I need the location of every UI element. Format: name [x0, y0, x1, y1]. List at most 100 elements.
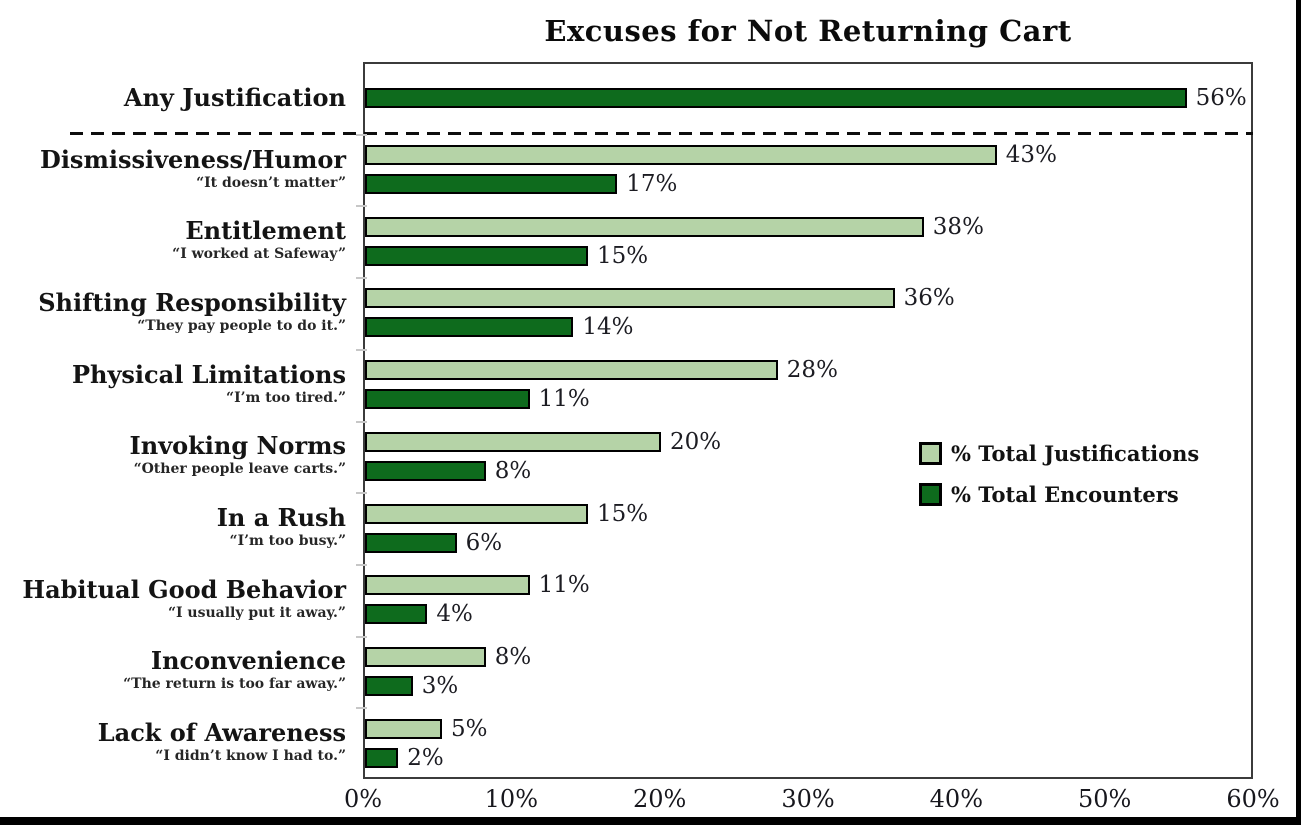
encounters-bar [365, 245, 588, 266]
category-separator-dashed-line [70, 132, 1253, 135]
bar-value-label: 38% [932, 213, 984, 240]
encounters-bar-line: 3% [365, 672, 1301, 699]
y-axis-group-tick [356, 277, 367, 280]
legend-swatch-light-green [919, 442, 942, 465]
chart-row: Dismissiveness/Humor “It doesn’t matter” 4… [0, 134, 1301, 206]
justifications-bar [365, 431, 661, 452]
bar-value-label: 5% [450, 715, 488, 742]
bar-group: 38% 15% [355, 213, 1301, 269]
legend-label: % Total Justifications [951, 441, 1200, 466]
category-quote: “I worked at Safeway” [172, 246, 346, 263]
category-name: Physical Limitations [71, 359, 346, 389]
bar-value-label: 20% [669, 428, 722, 455]
encounters-bar [365, 174, 618, 195]
chart-row: Shifting Responsibility “They pay people … [0, 277, 1301, 349]
chart-row: Entitlement “I worked at Safeway” 38% 15% [0, 205, 1301, 277]
bar-value-label: 11% [538, 572, 590, 599]
chart-row: Lack of Awareness “I didn’t know I had to… [0, 707, 1301, 779]
encounters-bar [365, 87, 1187, 108]
justifications-bar [365, 288, 895, 309]
justifications-bar-line: 15% [365, 500, 1301, 527]
bar-value-label: 2% [407, 744, 444, 771]
screenshot-black-border-right [1296, 0, 1301, 825]
justifications-bar [365, 718, 442, 739]
encounters-bar [365, 675, 413, 696]
chart-row: Invoking Norms “Other people leave carts.… [0, 421, 1301, 493]
y-axis-group-tick [356, 635, 367, 638]
category-label-block: Invoking Norms “Other people leave carts.… [0, 433, 355, 479]
bar-value-label: 36% [903, 285, 955, 312]
chart-row: Habitual Good Behavior “I usually put it … [0, 564, 1301, 636]
bar-group: 20% 8% [355, 428, 1301, 482]
chart-row: Inconvenience “The return is too far away… [0, 636, 1301, 708]
bar-value-label: 15% [597, 242, 649, 269]
bar-value-label: 56% [1195, 84, 1247, 111]
category-name: Invoking Norms [129, 431, 346, 461]
justifications-bar-line: 38% [365, 213, 1301, 240]
category-name: Habitual Good Behavior [22, 574, 346, 604]
bar-value-label: 15% [597, 500, 649, 527]
category-label-block: Habitual Good Behavior “I usually put it … [0, 574, 355, 623]
category-name: Inconvenience [150, 646, 346, 676]
encounters-bar-line: 17% [365, 171, 1301, 198]
bar-group: 36% 14% [355, 285, 1301, 339]
x-axis-tick-labels: 0% 10% 20% 30% 40% 50% 60% [344, 785, 1280, 817]
category-name: Lack of Awareness [97, 718, 346, 748]
category-label-block: Shifting Responsibility “They pay people … [0, 289, 355, 336]
y-axis-group-tick [356, 563, 367, 566]
legend-item-encounters: % Total Encounters [919, 482, 1199, 507]
y-axis-group-tick [356, 205, 367, 208]
y-axis-group-tick [356, 492, 367, 495]
x-tick-label: 60% [1226, 785, 1280, 813]
category-quote: “Other people leave carts.” [133, 461, 346, 478]
category-quote: “I didn’t know I had to.” [155, 748, 346, 765]
justifications-bar [365, 646, 486, 667]
bar-value-label: 11% [538, 386, 590, 413]
category-name: Dismissiveness/Humor [40, 144, 346, 174]
category-name: Entitlement [185, 216, 346, 246]
category-name: In a Rush [216, 503, 346, 533]
bar-value-label: 43% [1005, 142, 1057, 169]
bar-group: 28% 11% [355, 359, 1301, 413]
bar-value-label: 4% [436, 601, 473, 628]
encounters-bar [365, 604, 428, 625]
bar-group: 43% 17% [355, 142, 1301, 198]
justifications-bar [365, 145, 997, 166]
category-quote: “I’m too busy.” [229, 533, 346, 550]
justifications-bar-line: 36% [365, 285, 1301, 312]
encounters-bar [365, 460, 486, 481]
category-label-block: Any Justification [0, 82, 355, 112]
justifications-bar [365, 216, 924, 237]
x-tick-label: 30% [781, 785, 835, 813]
chart-row: Any Justification 56% [0, 62, 1301, 134]
y-axis-group-tick [356, 420, 367, 423]
encounters-bar [365, 317, 574, 338]
y-axis-group-tick [356, 348, 367, 351]
encounters-bar-line: 56% [365, 84, 1301, 111]
category-name: Any Justification [123, 82, 346, 112]
justifications-bar-line: 5% [365, 715, 1301, 742]
justifications-bar-line: 20% [365, 428, 1301, 455]
justifications-bar [365, 503, 588, 524]
x-tick-label: 20% [632, 785, 687, 813]
justifications-bar [365, 575, 530, 596]
encounters-bar-line: 15% [365, 242, 1301, 269]
bar-group: 8% 3% [355, 645, 1301, 699]
bar-group: 5% 2% [355, 715, 1301, 771]
bar-value-label: 17% [626, 171, 678, 198]
x-tick-label: 10% [484, 785, 538, 813]
bar-value-label: 6% [465, 529, 503, 556]
encounters-bar-line: 14% [365, 316, 1301, 339]
category-label-block: Physical Limitations “I’m too tired.” [0, 359, 355, 408]
x-tick-label: 50% [1077, 785, 1132, 813]
chart-rows: Any Justification 56% Dismissiveness/Humor… [0, 62, 1301, 779]
screenshot-black-border-bottom [0, 817, 1301, 825]
bar-group: 15% 6% [355, 500, 1301, 556]
justifications-bar-line: 8% [365, 645, 1301, 668]
category-label-block: In a Rush “I’m too busy.” [0, 505, 355, 551]
bar-value-label: 3% [421, 672, 459, 699]
encounters-bar-line: 11% [365, 386, 1301, 413]
legend-item-justifications: % Total Justifications [919, 441, 1199, 466]
category-quote: “They pay people to do it.” [137, 317, 346, 334]
